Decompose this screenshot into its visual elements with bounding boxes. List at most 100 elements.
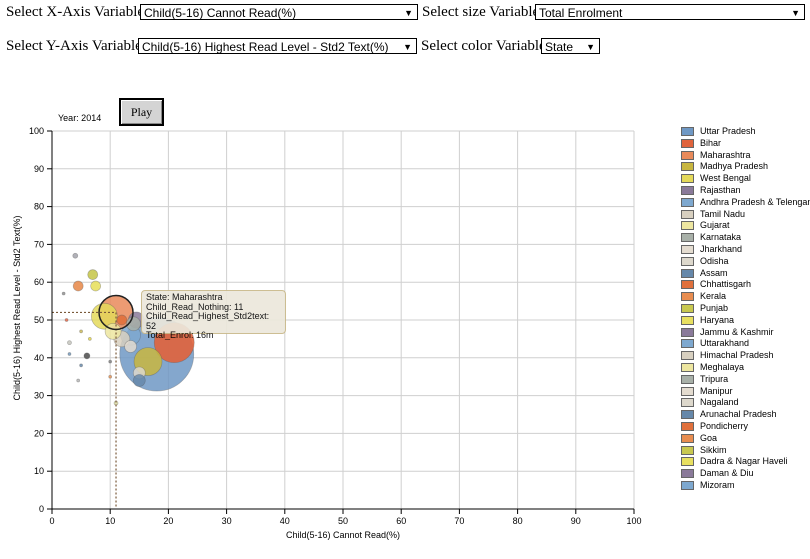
legend-label: Jammu & Kashmir <box>700 326 774 337</box>
legend-label: Maharashtra <box>700 149 751 160</box>
bubble[interactable] <box>83 352 91 360</box>
legend-swatch <box>681 304 694 313</box>
x-axis-value: Child(5-16) Cannot Read(%) <box>144 6 297 20</box>
color-variable-select[interactable]: State ▼ <box>541 38 600 54</box>
legend-swatch <box>681 127 694 136</box>
x-axis-title: Child(5-16) Cannot Read(%) <box>286 530 400 540</box>
bubble[interactable] <box>64 318 69 322</box>
legend-label: Pondicherry <box>700 421 749 431</box>
legend-swatch <box>681 233 694 243</box>
legend-label: Sikkim <box>700 444 727 455</box>
bubble[interactable] <box>67 340 72 346</box>
legend-label: Mizoram <box>700 480 735 490</box>
y-tick-label: 30 <box>34 391 44 401</box>
bubble[interactable] <box>79 363 83 368</box>
legend-swatch <box>681 221 694 231</box>
play-button[interactable]: Play <box>119 98 164 126</box>
legend-swatch <box>681 280 694 290</box>
x-tick-label: 50 <box>338 516 348 526</box>
legend-label: Daman & Diu <box>700 468 754 479</box>
legend-label: Chhattisgarh <box>700 279 752 290</box>
bubble[interactable] <box>61 291 66 296</box>
legend-swatch <box>681 363 694 372</box>
bubble[interactable] <box>90 280 102 292</box>
legend-swatch <box>681 469 694 479</box>
legend-swatch <box>681 150 694 160</box>
legend-swatch <box>681 374 694 384</box>
x-tick-label: 10 <box>105 516 115 526</box>
legend-swatch <box>681 138 694 148</box>
x-tick-label: 20 <box>163 516 173 526</box>
legend-swatch <box>681 292 694 302</box>
tooltip-state: State: Maharashtra <box>146 292 223 302</box>
bubble[interactable] <box>132 374 146 387</box>
year-label: Year: 2014 <box>58 113 102 123</box>
y-tick-label: 90 <box>34 164 44 174</box>
y-tick-label: 10 <box>34 466 44 476</box>
legend-swatch <box>681 481 694 490</box>
bubble[interactable] <box>108 359 113 364</box>
legend-swatch <box>681 268 694 278</box>
size-variable-value: Total Enrolment <box>539 6 623 20</box>
x-tick-label: 40 <box>280 516 290 526</box>
legend-swatch <box>681 315 694 325</box>
y-tick-label: 40 <box>34 353 44 363</box>
legend-swatch <box>681 327 694 337</box>
tooltip-read-nothing: Child_Read_Nothing: 11 <box>146 301 244 312</box>
bubble[interactable] <box>126 316 141 332</box>
bubble[interactable] <box>79 329 83 334</box>
legend-label: Nagaland <box>700 397 739 408</box>
legend-label: Andhra Pradesh & Telengana <box>700 196 810 207</box>
legend-label: Rajasthan <box>700 185 741 195</box>
legend-swatch <box>681 197 694 207</box>
bubble[interactable] <box>76 378 81 383</box>
legend-label: Himachal Pradesh <box>700 350 774 361</box>
x-axis-label: Select X-Axis Variable <box>6 4 145 20</box>
legend-label: Dadra & Nagar Haveli <box>700 456 788 467</box>
bubble[interactable] <box>67 352 72 356</box>
y-axis-value: Child(5-16) Highest Read Level - Std2 Te… <box>142 40 389 54</box>
bubble[interactable] <box>124 340 137 353</box>
y-axis-select[interactable]: Child(5-16) Highest Read Level - Std2 Te… <box>138 38 417 54</box>
y-tick-label: 50 <box>34 315 44 325</box>
legend-label: Kerala <box>700 291 727 302</box>
bubble[interactable] <box>91 302 118 330</box>
bubble[interactable] <box>87 269 99 280</box>
size-variable-select[interactable]: Total Enrolment ▼ <box>535 4 805 20</box>
legend-label: Manipur <box>700 385 733 396</box>
y-axis-title: Child(5-16) Highest Read Level - Std2 Te… <box>12 216 22 401</box>
chevron-down-icon: ▼ <box>404 8 413 18</box>
legend-swatch <box>681 398 694 408</box>
bubble[interactable] <box>108 374 113 379</box>
legend-swatch <box>681 256 694 266</box>
legend-swatch <box>681 209 694 219</box>
highlight-guides <box>52 294 134 509</box>
y-tick-label: 60 <box>34 277 44 287</box>
legend-swatch <box>681 445 694 455</box>
legend-swatch <box>681 162 694 172</box>
chevron-down-icon: ▼ <box>403 42 412 52</box>
axes: 0 10 20 30 40 50 60 70 80 90 100 0 10 20 30 40 50 60 70 80 9… <box>29 126 642 526</box>
chevron-down-icon: ▼ <box>791 8 800 18</box>
tooltip-total-enrol: Total_Enrol: 16m <box>146 330 214 340</box>
y-axis-label: Select Y-Axis Variable <box>6 38 142 54</box>
legend-swatch <box>681 351 694 361</box>
legend-swatch <box>681 410 694 420</box>
bubble[interactable] <box>72 280 84 292</box>
legend-label: Arunachal Pradesh <box>700 409 777 420</box>
legend-label: Gujarat <box>700 220 730 231</box>
bubble[interactable] <box>72 252 79 259</box>
legend-swatch <box>681 186 694 195</box>
bubble[interactable] <box>87 337 92 341</box>
legend-swatch <box>681 386 694 396</box>
legend-label: Jharkhand <box>700 244 743 254</box>
legend-swatch <box>681 457 694 467</box>
bubble[interactable] <box>116 314 128 326</box>
legend-label: Assam <box>700 267 728 278</box>
bubble[interactable] <box>104 322 122 340</box>
x-axis-select[interactable]: Child(5-16) Cannot Read(%) ▼ <box>140 4 418 20</box>
color-variable-value: State <box>545 40 574 54</box>
y-tick-label: 0 <box>39 504 44 514</box>
legend-label: Uttarakhand <box>700 338 750 349</box>
